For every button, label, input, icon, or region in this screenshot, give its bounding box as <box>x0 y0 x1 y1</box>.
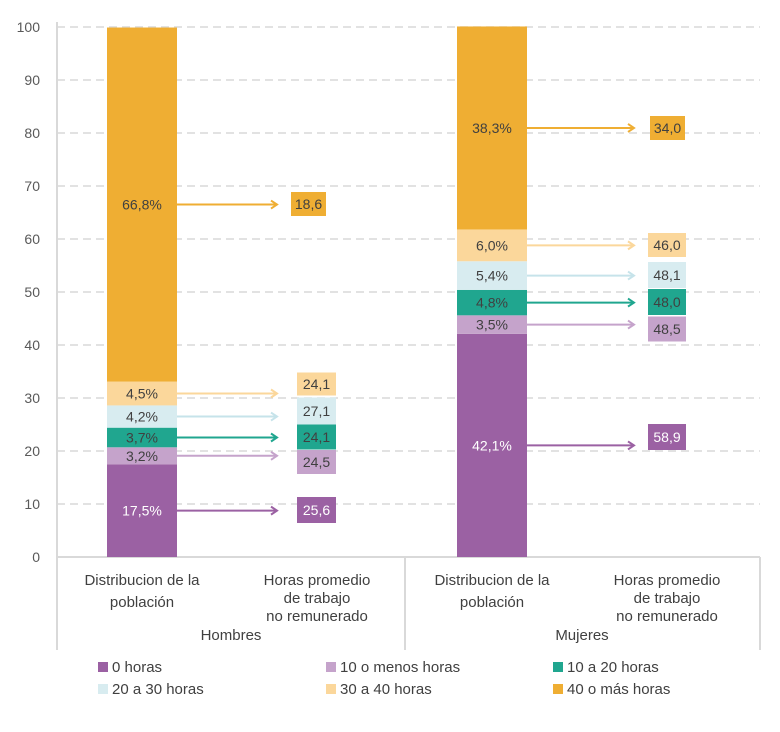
category-label: no remunerado <box>616 608 718 625</box>
bar-segment <box>457 229 527 262</box>
bar-segment <box>457 315 527 334</box>
y-tick-label: 10 <box>24 496 40 512</box>
bar-data-label: 5,4% <box>476 268 508 284</box>
hours-label: 48,5 <box>653 321 680 337</box>
bar-data-label: 42,1% <box>472 437 512 453</box>
y-tick-label: 50 <box>24 284 40 300</box>
hours-box <box>648 289 686 315</box>
hours-label: 48,0 <box>653 294 680 310</box>
hours-label: 48,1 <box>653 267 680 283</box>
category-label: Horas promedio <box>264 572 371 589</box>
arrow-head <box>627 297 636 308</box>
hours-label: 25,6 <box>303 502 330 518</box>
bar-data-label: 3,2% <box>126 448 158 464</box>
hours-box <box>648 262 686 288</box>
category-label: población <box>110 594 174 611</box>
y-tick-label: 20 <box>24 443 40 459</box>
hours-label: 27,1 <box>303 403 330 419</box>
arrow-head <box>627 240 636 251</box>
arrow-head <box>270 388 279 399</box>
bar-segment <box>457 333 527 557</box>
bar-data-label: 4,8% <box>476 295 508 311</box>
hours-label: 24,1 <box>303 429 330 445</box>
bar-segment <box>107 405 177 428</box>
category-label: población <box>460 594 524 611</box>
bar-segment <box>107 27 177 382</box>
hours-label: 46,0 <box>653 237 680 253</box>
bar-data-label: 38,3% <box>472 120 512 136</box>
arrow-head <box>270 432 279 443</box>
y-tick-label: 30 <box>24 390 40 406</box>
hours-box <box>291 192 326 216</box>
bar-data-label: 4,2% <box>126 409 158 425</box>
bar-data-label: 3,5% <box>476 317 508 333</box>
bar-segment <box>107 464 177 557</box>
arrow-head <box>270 505 279 516</box>
y-tick-label: 60 <box>24 231 40 247</box>
legend-swatch <box>326 684 336 694</box>
hours-box <box>297 372 336 396</box>
hours-box <box>648 316 686 342</box>
bar-data-label: 3,7% <box>126 429 158 445</box>
hours-box <box>648 233 686 257</box>
bar-segment <box>457 261 527 290</box>
legend-swatch <box>326 662 336 672</box>
legend-label: 10 a 20 horas <box>567 659 659 676</box>
hours-label: 24,1 <box>303 376 330 392</box>
bar-segment <box>107 427 177 448</box>
arrow-head <box>627 123 636 133</box>
hours-label: 58,9 <box>653 429 680 445</box>
category-label: Distribucion de la <box>84 572 200 589</box>
bar-segment <box>107 447 177 465</box>
legend-label: 20 a 30 horas <box>112 681 204 698</box>
category-label: Horas promedio <box>614 572 721 589</box>
legend-label: 0 horas <box>112 659 162 676</box>
legend-swatch <box>553 662 563 672</box>
y-tick-label: 100 <box>17 19 41 35</box>
legend-label: 40 o más horas <box>567 681 670 698</box>
group-label: Hombres <box>201 627 262 644</box>
arrow-head <box>627 319 636 330</box>
group-label: Mujeres <box>555 627 608 644</box>
category-label: Distribucion de la <box>434 572 550 589</box>
arrow-head <box>627 270 636 281</box>
y-tick-label: 80 <box>24 125 40 141</box>
hours-box <box>297 497 336 523</box>
y-tick-label: 40 <box>24 337 40 353</box>
arrow-head <box>270 199 279 210</box>
bar-data-label: 6,0% <box>476 237 508 253</box>
arrow-head <box>627 440 636 451</box>
arrow-head <box>270 411 279 422</box>
hours-box <box>648 424 686 450</box>
legend-swatch <box>98 662 108 672</box>
legend-label: 30 a 40 horas <box>340 681 432 698</box>
bar-data-label: 4,5% <box>126 385 158 401</box>
hours-label: 34,0 <box>654 120 681 136</box>
y-tick-label: 0 <box>32 549 40 565</box>
category-label: no remunerado <box>266 608 368 625</box>
hours-box <box>650 116 685 140</box>
bar-segment <box>457 289 527 316</box>
category-label: de trabajo <box>284 590 351 607</box>
bar-segment <box>457 26 527 230</box>
legend-swatch <box>553 684 563 694</box>
y-tick-label: 90 <box>24 72 40 88</box>
legend-label: 10 o menos horas <box>340 659 460 676</box>
bar-data-label: 66,8% <box>122 197 162 213</box>
arrow-head <box>270 450 279 461</box>
hours-label: 24,5 <box>303 454 330 470</box>
hours-label: 18,6 <box>295 196 322 212</box>
bar-segment <box>107 381 177 406</box>
y-tick-label: 70 <box>24 178 40 194</box>
category-label: de trabajo <box>634 590 701 607</box>
hours-box <box>297 450 336 474</box>
bar-data-label: 17,5% <box>122 503 162 519</box>
hours-box <box>297 397 336 425</box>
hours-box <box>297 424 336 450</box>
legend-swatch <box>98 684 108 694</box>
